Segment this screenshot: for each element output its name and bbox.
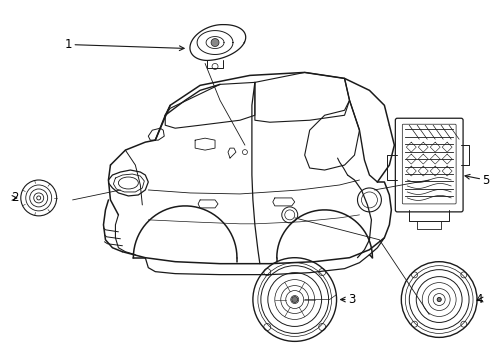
Circle shape xyxy=(211,39,219,46)
Circle shape xyxy=(292,297,298,302)
Text: 2: 2 xyxy=(11,192,19,204)
Circle shape xyxy=(437,298,441,302)
Text: 5: 5 xyxy=(465,174,490,186)
Text: 1: 1 xyxy=(65,38,184,51)
Text: 4: 4 xyxy=(475,293,483,306)
Text: 3: 3 xyxy=(341,293,355,306)
